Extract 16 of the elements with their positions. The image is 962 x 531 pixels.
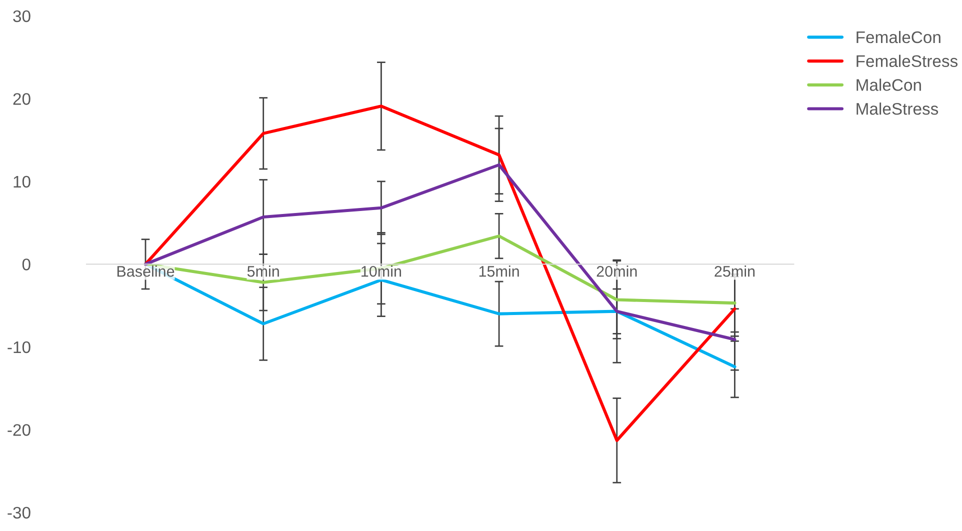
y-tick-label: -10 [8,341,30,354]
y-tick-label: 20 [13,93,30,105]
y-tick-label: -20 [8,424,30,436]
legend-label: FemaleStress [856,54,958,68]
legend-label: MaleCon [856,78,921,91]
x-tick-label: 25min [714,266,755,277]
x-tick-label: 15min [479,266,519,277]
y-tick-label: -30 [8,506,30,519]
legend-label: MaleStress [856,102,938,115]
y-tick-label: 0 [22,258,30,270]
y-tick-label: 30 [13,10,30,22]
legend-label: FemaleCon [856,30,940,44]
x-tick-label: 5min [247,266,279,277]
y-tick-label: 10 [14,176,30,188]
x-tick-label: 20min [596,266,637,277]
x-tick-label: Baseline [117,266,174,277]
